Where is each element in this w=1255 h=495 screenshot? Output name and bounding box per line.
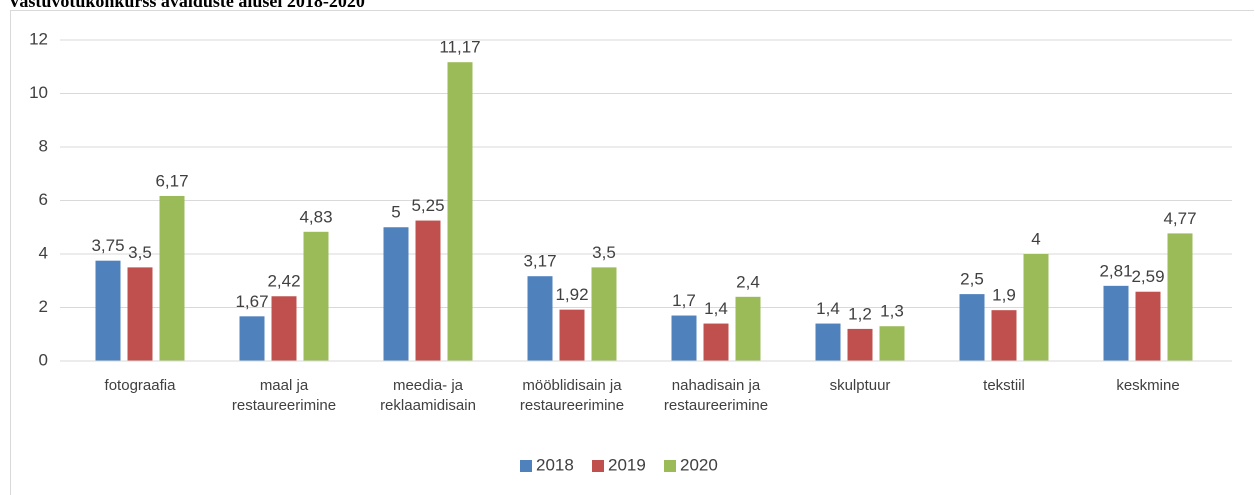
data-label: 1,9: [992, 286, 1016, 305]
y-tick-label: 10: [29, 83, 48, 102]
bar: [959, 294, 985, 361]
bar: [303, 231, 329, 361]
data-label: 3,75: [91, 236, 124, 255]
bar: [415, 220, 441, 361]
bar: [527, 276, 553, 361]
bar: [1103, 285, 1129, 361]
y-tick-label: 2: [39, 297, 48, 316]
bar: [591, 267, 617, 361]
chart-frame: [10, 10, 1254, 495]
x-tick-label: nahadisain ja restaureerimine: [663, 377, 769, 414]
x-tick-label: maal ja restaureerimine: [231, 377, 337, 414]
legend-swatch: [592, 460, 604, 472]
data-label: 1,92: [555, 285, 588, 304]
data-label: 4,83: [299, 207, 332, 226]
bar: [271, 296, 297, 361]
bar: [559, 309, 585, 361]
bar: [447, 62, 473, 361]
data-label: 4: [1031, 229, 1040, 248]
data-label: 2,59: [1131, 267, 1164, 286]
chart-title: Vastuvõtukonkurss avalduste alusel 2018-…: [8, 0, 365, 11]
data-label: 5,25: [411, 196, 444, 215]
legend-label: 2019: [608, 455, 646, 474]
data-label: 5: [391, 203, 400, 222]
data-label: 2,4: [736, 272, 760, 291]
bar: [815, 323, 841, 361]
bar: [1023, 254, 1049, 361]
bar: [847, 328, 873, 361]
data-label: 2,81: [1099, 261, 1132, 280]
data-label: 2,5: [960, 270, 984, 289]
bar: [703, 323, 729, 361]
data-label: 3,5: [128, 243, 152, 262]
bar: [127, 267, 153, 361]
legend-label: 2020: [680, 455, 718, 474]
data-label: 1,2: [848, 304, 872, 323]
bar: [735, 296, 761, 361]
x-tick-label: skulptuur: [829, 377, 891, 394]
x-tick-label: tekstiil: [983, 377, 1025, 394]
x-tick-label: mööblidisain ja restaureerimine: [519, 377, 625, 414]
data-label: 3,5: [592, 243, 616, 262]
y-tick-label: 8: [39, 136, 48, 155]
data-label: 1,3: [880, 302, 904, 321]
data-label: 11,17: [439, 38, 480, 57]
y-tick-label: 12: [29, 29, 48, 48]
x-tick-label: keskmine: [1116, 377, 1180, 394]
x-tick-label: meedia- ja reklaamidisain: [380, 377, 476, 414]
y-tick-label: 4: [39, 243, 48, 262]
legend-swatch: [664, 460, 676, 472]
bar: [991, 310, 1017, 361]
y-tick-label: 6: [39, 190, 48, 209]
bar: [1167, 233, 1193, 361]
data-label: 1,7: [672, 291, 696, 310]
data-label: 6,17: [155, 171, 188, 190]
data-label: 2,42: [267, 272, 300, 291]
data-label: 3,17: [523, 252, 556, 271]
data-label: 1,67: [235, 292, 268, 311]
bar: [159, 195, 185, 361]
y-tick-label: 0: [39, 350, 48, 369]
data-label: 1,4: [816, 299, 840, 318]
bar: [1135, 291, 1161, 361]
bar: [879, 326, 905, 361]
x-tick-label: fotograafia: [104, 377, 176, 394]
bar: [95, 260, 121, 361]
bar: [239, 316, 265, 361]
bar: [671, 315, 697, 361]
legend-label: 2018: [536, 455, 574, 474]
data-label: 4,77: [1163, 209, 1196, 228]
bar: [383, 227, 409, 361]
data-label: 1,4: [704, 299, 728, 318]
legend-swatch: [520, 460, 532, 472]
